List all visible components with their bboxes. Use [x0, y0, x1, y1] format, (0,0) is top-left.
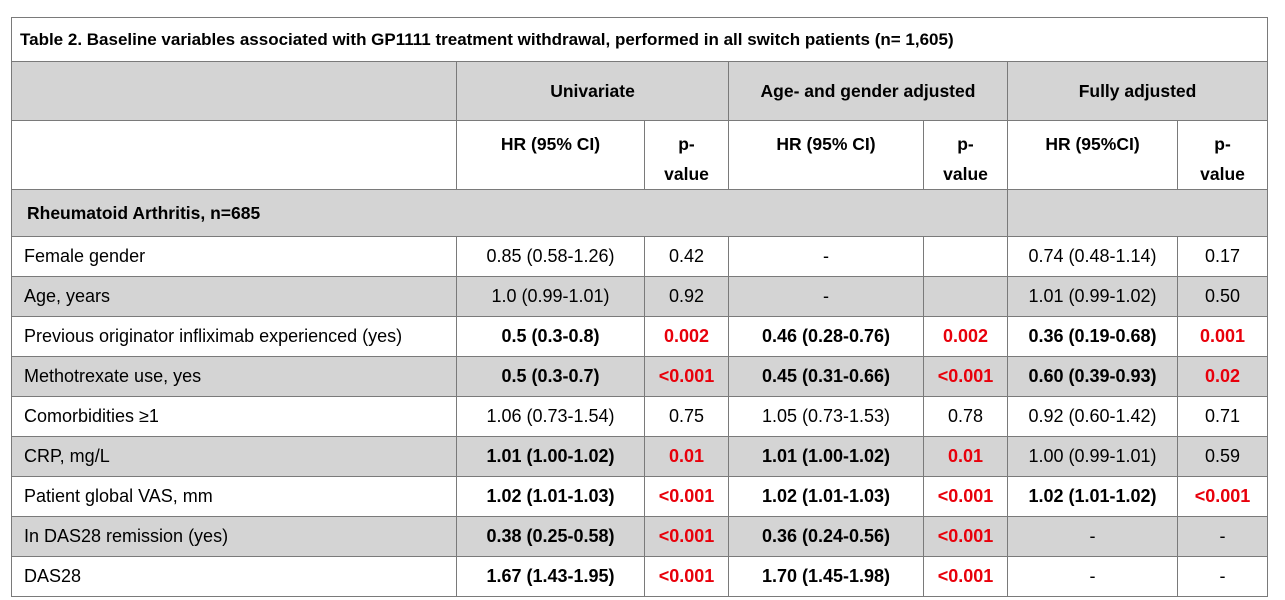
subheader-age-p: p-value — [923, 120, 1008, 190]
table-title: Table 2. Baseline variables associated w… — [10, 17, 1269, 62]
hr-cell: 0.46 (0.28-0.76) — [728, 316, 924, 357]
hr-cell: 1.01 (1.00-1.02) — [456, 436, 645, 477]
empty-header-cell — [11, 61, 457, 121]
p-value-cell: 0.01 — [644, 436, 729, 477]
p-value-cell: - — [1176, 556, 1269, 597]
hr-cell: 0.5 (0.3-0.7) — [456, 356, 645, 397]
hr-cell: 0.36 (0.24-0.56) — [728, 516, 924, 557]
p-value-cell: <0.001 — [923, 356, 1008, 397]
p-value-cell: <0.001 — [644, 476, 729, 517]
hr-cell: 1.02 (1.01-1.02) — [1007, 476, 1178, 517]
p-value-cell: 0.002 — [923, 316, 1008, 357]
p-value-cell: 0.17 — [1176, 236, 1269, 277]
table-frame: Table 2. Baseline variables associated w… — [10, 17, 1269, 597]
group-age-gender-adjusted: Age- and gender adjusted — [728, 61, 1008, 121]
row-label: Age, years — [11, 276, 457, 317]
group-fully-adjusted: Fully adjusted — [1006, 61, 1269, 121]
hr-cell: 1.01 (1.00-1.02) — [728, 436, 924, 477]
hr-cell: - — [1007, 516, 1178, 557]
p-value-cell: 0.50 — [1176, 276, 1269, 317]
section-label: Rheumatoid Arthritis, n=685 — [11, 189, 1008, 237]
p-value-cell: 0.75 — [644, 396, 729, 437]
p-value-cell: 0.92 — [644, 276, 729, 317]
subheader-age-hr: HR (95% CI) — [728, 120, 924, 190]
hr-cell: 1.05 (0.73-1.53) — [728, 396, 924, 437]
hr-cell: 0.74 (0.48-1.14) — [1007, 236, 1178, 277]
hr-cell: 0.85 (0.58-1.26) — [456, 236, 645, 277]
hr-cell: 1.70 (1.45-1.98) — [728, 556, 924, 597]
table-row: DAS28 1.67 (1.43-1.95) <0.001 1.70 (1.45-1.… — [11, 556, 1269, 597]
table-row: Patient global VAS, mm 1.02 (1.01-1.03) <0… — [11, 476, 1269, 517]
row-label: Methotrexate use, yes — [11, 356, 457, 397]
p-value-cell: <0.001 — [923, 476, 1008, 517]
subheader-row: HR (95% CI) p-value HR (95% CI) p-value … — [11, 120, 1269, 190]
p-value-cell: <0.001 — [644, 356, 729, 397]
hr-cell: 0.5 (0.3-0.8) — [456, 316, 645, 357]
p-value-cell — [923, 236, 1008, 277]
hr-cell: 0.36 (0.19-0.68) — [1007, 316, 1178, 357]
p-value-cell — [923, 276, 1008, 317]
hr-cell: 1.67 (1.43-1.95) — [456, 556, 645, 597]
subheader-full-p: p-value — [1176, 120, 1269, 190]
row-label: DAS28 — [11, 556, 457, 597]
p-value-cell: <0.001 — [923, 556, 1008, 597]
title-row: Table 2. Baseline variables associated w… — [10, 17, 1269, 62]
section-row: Rheumatoid Arthritis, n=685 — [11, 189, 1269, 237]
p-value-cell: 0.42 — [644, 236, 729, 277]
row-label: In DAS28 remission (yes) — [11, 516, 457, 557]
section-empty-cell — [1006, 189, 1269, 237]
p-value-cell: 0.001 — [1176, 316, 1269, 357]
subheader-uni-p: p-value — [644, 120, 729, 190]
hr-cell: 1.01 (0.99-1.02) — [1007, 276, 1178, 317]
table-row: Female gender 0.85 (0.58-1.26) 0.42- 0.74 (… — [11, 236, 1269, 277]
hr-cell: 1.00 (0.99-1.01) — [1007, 436, 1178, 477]
hr-cell: 0.38 (0.25-0.58) — [456, 516, 645, 557]
p-value-cell: 0.71 — [1176, 396, 1269, 437]
table-row: In DAS28 remission (yes) 0.38 (0.25-0.58)… — [11, 516, 1269, 557]
hr-cell: - — [728, 236, 924, 277]
hr-cell: 0.60 (0.39-0.93) — [1007, 356, 1178, 397]
p-value-cell: 0.78 — [923, 396, 1008, 437]
table-row: Age, years 1.0 (0.99-1.01) 0.92- 1.01 (0.99… — [11, 276, 1269, 317]
subheader-full-hr: HR (95%CI) — [1007, 120, 1178, 190]
group-univariate: Univariate — [456, 61, 729, 121]
empty-subheader-cell — [11, 120, 457, 190]
hr-cell: 1.06 (0.73-1.54) — [456, 396, 645, 437]
p-value-cell: 0.02 — [1176, 356, 1269, 397]
row-label: CRP, mg/L — [11, 436, 457, 477]
group-header-row: Univariate Age- and gender adjusted Full… — [11, 61, 1269, 121]
row-label: Previous originator infliximab experienc… — [11, 316, 457, 357]
row-label: Patient global VAS, mm — [11, 476, 457, 517]
p-value-cell: 0.01 — [923, 436, 1008, 477]
hr-cell: - — [1007, 556, 1178, 597]
p-value-cell: <0.001 — [923, 516, 1008, 557]
p-value-cell: - — [1176, 516, 1269, 557]
hr-cell: 0.45 (0.31-0.66) — [728, 356, 924, 397]
hr-cell: - — [728, 276, 924, 317]
table-row: Comorbidities ≥1 1.06 (0.73-1.54) 0.75 1.05… — [11, 396, 1269, 437]
table-row: Previous originator infliximab experienc… — [11, 316, 1269, 357]
table-row: Methotrexate use, yes 0.5 (0.3-0.7) <0.001… — [11, 356, 1269, 397]
subheader-uni-hr: HR (95% CI) — [456, 120, 645, 190]
p-value-cell: <0.001 — [644, 556, 729, 597]
p-value-cell: 0.002 — [644, 316, 729, 357]
hr-cell: 0.92 (0.60-1.42) — [1007, 396, 1178, 437]
row-label: Female gender — [11, 236, 457, 277]
table-row: CRP, mg/L 1.01 (1.00-1.02) 0.01 1.01 (1.00-… — [11, 436, 1269, 477]
p-value-cell: <0.001 — [644, 516, 729, 557]
hr-cell: 1.02 (1.01-1.03) — [728, 476, 924, 517]
hr-cell: 1.02 (1.01-1.03) — [456, 476, 645, 517]
row-label: Comorbidities ≥1 — [11, 396, 457, 437]
hr-cell: 1.0 (0.99-1.01) — [456, 276, 645, 317]
results-table: Table 2. Baseline variables associated w… — [10, 17, 1269, 597]
p-value-cell: <0.001 — [1176, 476, 1269, 517]
p-value-cell: 0.59 — [1176, 436, 1269, 477]
